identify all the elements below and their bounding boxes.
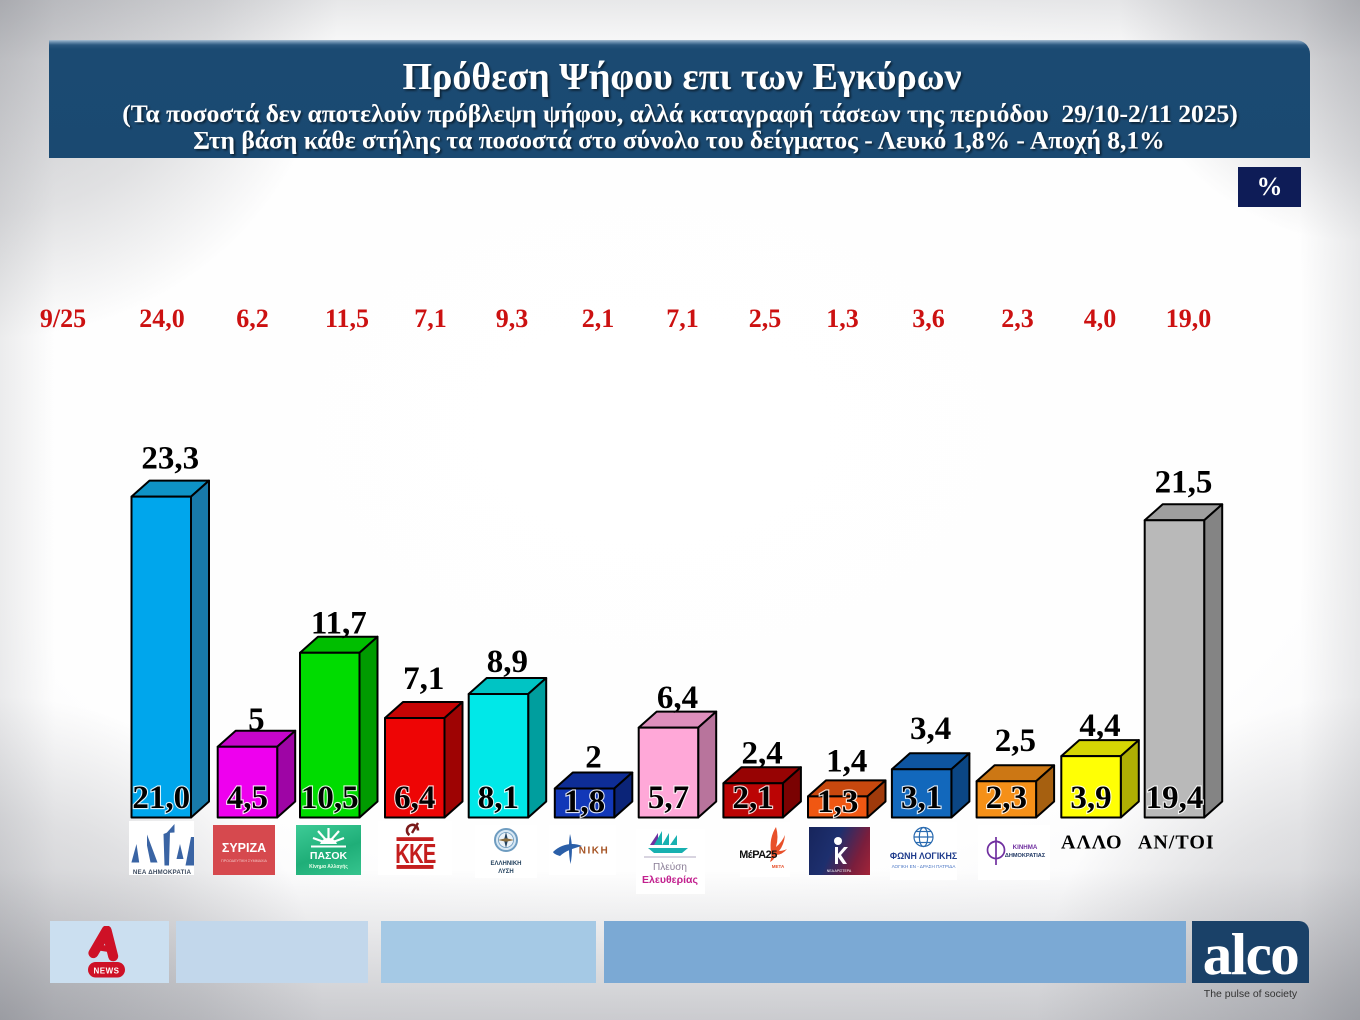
svg-text:6,4: 6,4	[657, 680, 698, 716]
svg-text:5: 5	[248, 702, 265, 738]
svg-text:2: 2	[585, 739, 602, 775]
svg-text:NEWS: NEWS	[94, 967, 120, 976]
svg-text:11,5: 11,5	[325, 304, 369, 333]
svg-text:ΠΑΣΟΚ: ΠΑΣΟΚ	[310, 850, 348, 862]
svg-text:3,4: 3,4	[910, 711, 951, 747]
svg-text:ΚΚΕ: ΚΚΕ	[395, 839, 436, 870]
svg-text:Πρόθεση Ψήφου επι των Εγκύρων: Πρόθεση Ψήφου επι των Εγκύρων	[403, 56, 962, 98]
svg-text:ΝΙΚΗ: ΝΙΚΗ	[579, 846, 609, 857]
svg-text:1,3: 1,3	[817, 784, 858, 820]
svg-text:ΛΥΣΗ: ΛΥΣΗ	[498, 869, 513, 875]
svg-text:5,7: 5,7	[648, 780, 689, 816]
svg-text:4,4: 4,4	[1079, 708, 1120, 744]
svg-text:2,1: 2,1	[582, 304, 615, 333]
svg-text:2,5: 2,5	[995, 723, 1036, 759]
svg-text:1,8: 1,8	[564, 784, 605, 820]
svg-text:8,1: 8,1	[478, 780, 519, 816]
svg-text:ΜέΡΑ25: ΜέΡΑ25	[740, 849, 777, 861]
svg-text:ΠΡΟΟΔΕΥΤΙΚΗ ΣΥΜΜΑΧΙΑ: ΠΡΟΟΔΕΥΤΙΚΗ ΣΥΜΜΑΧΙΑ	[221, 859, 267, 863]
svg-text:Πλεύση: Πλεύση	[653, 861, 687, 873]
svg-text:7,1: 7,1	[414, 304, 447, 333]
svg-text:6,2: 6,2	[236, 304, 269, 333]
svg-text:24,0: 24,0	[139, 304, 185, 333]
svg-text:4,0: 4,0	[1084, 304, 1117, 333]
svg-text:ΚΙΝΗΜΑ: ΚΙΝΗΜΑ	[1013, 844, 1038, 851]
svg-text:ΝΕΑ ΔΗΜΟΚΡΑΤΙΑ: ΝΕΑ ΔΗΜΟΚΡΑΤΙΑ	[132, 869, 191, 875]
svg-text:1,3: 1,3	[826, 304, 859, 333]
svg-text:ΝΕΑ ΑΡΙΣΤΕΡΑ: ΝΕΑ ΑΡΙΣΤΕΡΑ	[827, 869, 852, 873]
svg-text:ΛΟΓΙΚΗ ΕΝ - ΔΡΑΣΗ ΠΑΤΡΙΔΑ: ΛΟΓΙΚΗ ΕΝ - ΔΡΑΣΗ ΠΑΤΡΙΔΑ	[892, 864, 957, 869]
svg-text:ΦΩΝΗ ΛΟΓΙΚΗΣ: ΦΩΝΗ ΛΟΓΙΚΗΣ	[890, 851, 957, 861]
svg-text:(Τα ποσοστά δεν αποτελούν πρόβ: (Τα ποσοστά δεν αποτελούν πρόβλεψη ψήφου…	[122, 99, 1238, 128]
svg-text:ΣΥΡΙΖΑ: ΣΥΡΙΖΑ	[222, 841, 266, 855]
svg-text:2,1: 2,1	[732, 780, 773, 816]
svg-text:ΜΕΤΑ: ΜΕΤΑ	[772, 864, 785, 869]
svg-text:11,7: 11,7	[311, 605, 367, 641]
svg-text:8,9: 8,9	[487, 644, 528, 680]
svg-text:3,9: 3,9	[1070, 780, 1111, 816]
svg-text:3,6: 3,6	[912, 304, 945, 333]
svg-text:ΔΗΜΟΚΡΑΤΙΑΣ: ΔΗΜΟΚΡΑΤΙΑΣ	[1005, 853, 1046, 859]
svg-text:7,1: 7,1	[403, 661, 444, 697]
svg-text:6,4: 6,4	[394, 780, 435, 816]
svg-text:1,4: 1,4	[826, 743, 867, 779]
svg-text:21,0: 21,0	[132, 780, 190, 816]
svg-text:Κίνημα Αλλαγής: Κίνημα Αλλαγής	[309, 864, 348, 870]
svg-text:2,5: 2,5	[749, 304, 782, 333]
svg-text:9/25: 9/25	[40, 304, 86, 333]
svg-text:19,4: 19,4	[1146, 780, 1204, 816]
svg-text:4,5: 4,5	[227, 780, 268, 816]
svg-text:ΑΝ/ΤΟΙ: ΑΝ/ΤΟΙ	[1138, 832, 1215, 854]
svg-text:2,3: 2,3	[1001, 304, 1034, 333]
svg-text:Στη βάση κάθε στήλης τα ποσοστ: Στη βάση κάθε στήλης τα ποσοστά στο σύνο…	[193, 126, 1164, 155]
svg-text:19,0: 19,0	[1166, 304, 1212, 333]
svg-text:23,3: 23,3	[141, 441, 199, 477]
svg-text:ΑΛΛΟ: ΑΛΛΟ	[1061, 832, 1123, 854]
svg-text:ΕΛΛΗΝΙΚΗ: ΕΛΛΗΝΙΚΗ	[490, 861, 521, 867]
svg-text:21,5: 21,5	[1155, 465, 1213, 501]
svg-text:2,4: 2,4	[741, 735, 782, 771]
svg-text:Ελευθερίας: Ελευθερίας	[642, 874, 698, 886]
svg-text:9,3: 9,3	[496, 304, 529, 333]
svg-text:7,1: 7,1	[666, 304, 699, 333]
svg-text:10,5: 10,5	[301, 780, 359, 816]
svg-text:2,3: 2,3	[986, 780, 1027, 816]
svg-text:3,1: 3,1	[901, 780, 942, 816]
